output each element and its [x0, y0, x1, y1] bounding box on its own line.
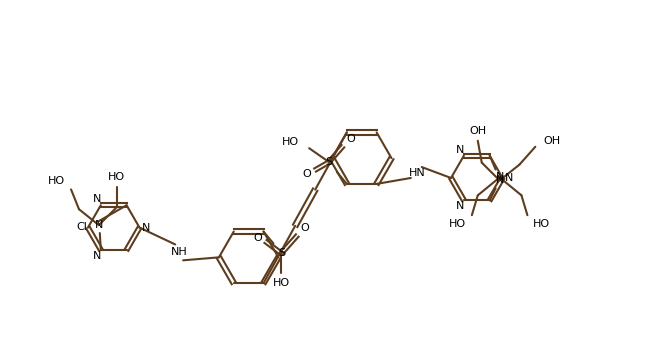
- Text: N: N: [456, 145, 464, 155]
- Text: OH: OH: [543, 136, 560, 146]
- Text: N: N: [506, 173, 514, 183]
- Text: N: N: [496, 173, 504, 182]
- Text: N: N: [93, 251, 101, 261]
- Text: HO: HO: [273, 278, 290, 288]
- Text: HO: HO: [449, 219, 466, 229]
- Text: HO: HO: [108, 173, 126, 182]
- Text: OH: OH: [469, 126, 487, 136]
- Text: S: S: [278, 248, 285, 258]
- Text: O: O: [253, 232, 262, 243]
- Text: Cl: Cl: [76, 222, 87, 232]
- Text: HN: HN: [408, 168, 425, 178]
- Text: N: N: [93, 194, 101, 204]
- Text: NH: NH: [171, 247, 188, 257]
- Text: HO: HO: [282, 137, 300, 147]
- Text: HO: HO: [534, 219, 551, 229]
- Text: O: O: [347, 134, 355, 144]
- Text: N: N: [456, 201, 464, 211]
- Text: N: N: [95, 220, 103, 230]
- Text: S: S: [326, 157, 332, 167]
- Text: N: N: [143, 223, 150, 233]
- Text: O: O: [303, 169, 311, 179]
- Text: O: O: [301, 223, 309, 233]
- Text: HO: HO: [48, 176, 65, 187]
- Text: N: N: [496, 175, 504, 186]
